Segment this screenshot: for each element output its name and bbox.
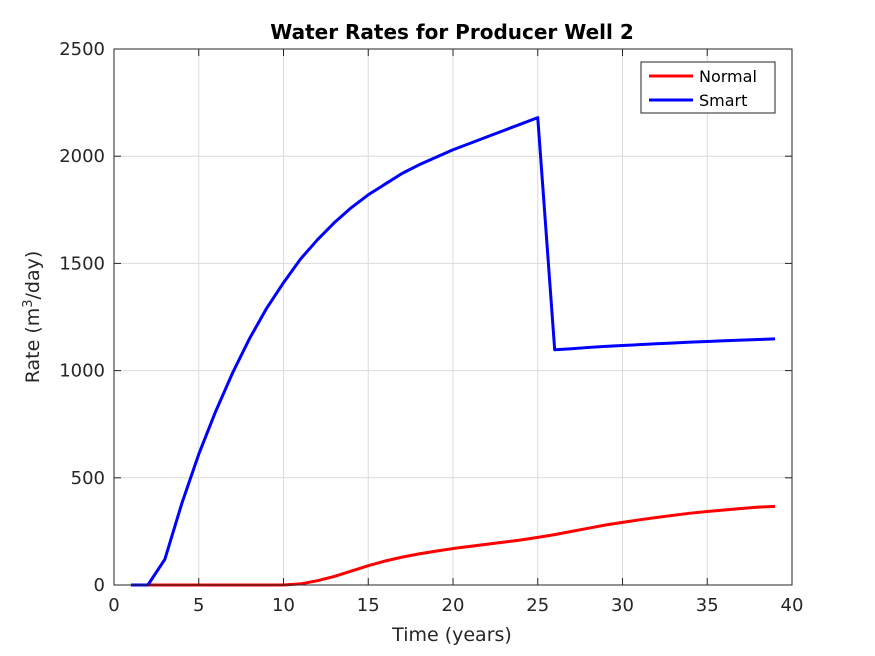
legend-label-normal: Normal xyxy=(699,67,757,86)
x-tick-label: 10 xyxy=(272,595,295,616)
y-tick-label: 2000 xyxy=(59,146,105,167)
x-tick-label: 30 xyxy=(611,595,634,616)
grid xyxy=(113,48,793,586)
y-tick-label: 2500 xyxy=(59,39,105,60)
y-axis-label: Rate (m3/day) xyxy=(21,251,44,384)
x-tick-label: 5 xyxy=(193,595,204,616)
y-tick-label: 500 xyxy=(71,468,105,489)
series-line-smart xyxy=(130,116,776,587)
y-tick-label: 0 xyxy=(94,575,105,596)
legend: Normal Smart xyxy=(640,61,776,114)
y-axis-label-sup: 3 xyxy=(21,299,36,307)
x-axis-label: Time (years) xyxy=(391,624,512,646)
ticks: 0 5 10 15 20 25 30 35 40 0 500 1000 1500 2000 2500 xyxy=(59,39,803,616)
legend-label-smart: Smart xyxy=(699,91,747,110)
x-tick-label: 40 xyxy=(781,595,804,616)
x-tick-label: 25 xyxy=(526,595,549,616)
x-tick-label: 35 xyxy=(696,595,719,616)
y-tick-label: 1500 xyxy=(59,253,105,274)
y-axis-label-rest: /day) xyxy=(22,251,44,300)
x-tick-label: 15 xyxy=(357,595,380,616)
x-tick-label: 0 xyxy=(108,595,119,616)
y-tick-label: 1000 xyxy=(59,361,105,382)
x-tick-label: 20 xyxy=(442,595,465,616)
y-axis-label-main: Rate (m xyxy=(22,308,44,384)
chart-title: Water Rates for Producer Well 2 xyxy=(270,20,634,44)
legend-box xyxy=(640,61,776,114)
